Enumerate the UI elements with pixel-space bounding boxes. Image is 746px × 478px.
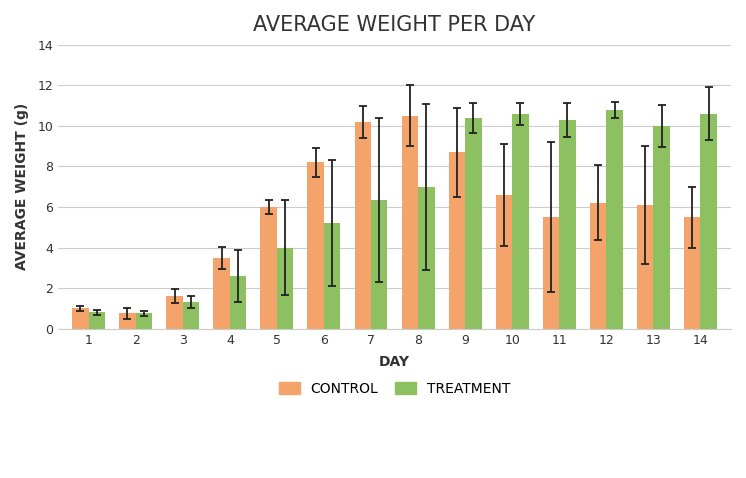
Bar bbox=[606, 110, 623, 329]
Bar bbox=[401, 116, 418, 329]
Bar bbox=[495, 195, 513, 329]
Bar bbox=[465, 118, 482, 329]
Bar bbox=[684, 217, 700, 329]
Bar bbox=[213, 258, 230, 329]
Bar bbox=[277, 248, 293, 329]
Y-axis label: AVERAGE WEIGHT (g): AVERAGE WEIGHT (g) bbox=[15, 103, 29, 271]
Legend: CONTROL, TREATMENT: CONTROL, TREATMENT bbox=[273, 376, 516, 401]
Bar bbox=[72, 308, 89, 329]
Bar bbox=[700, 114, 717, 329]
Bar bbox=[230, 276, 246, 329]
Bar bbox=[653, 126, 670, 329]
Bar bbox=[119, 314, 136, 329]
Bar bbox=[166, 296, 183, 329]
Bar bbox=[543, 217, 560, 329]
Bar bbox=[513, 114, 529, 329]
Bar bbox=[560, 120, 576, 329]
Bar bbox=[260, 207, 277, 329]
Bar bbox=[637, 205, 653, 329]
Bar bbox=[89, 313, 105, 329]
Title: AVERAGE WEIGHT PER DAY: AVERAGE WEIGHT PER DAY bbox=[254, 15, 536, 35]
Bar bbox=[448, 152, 465, 329]
Bar bbox=[371, 200, 387, 329]
Bar bbox=[307, 163, 324, 329]
Bar bbox=[354, 122, 371, 329]
Bar bbox=[418, 187, 434, 329]
Bar bbox=[183, 302, 199, 329]
Bar bbox=[324, 223, 340, 329]
Bar bbox=[136, 314, 152, 329]
Bar bbox=[590, 203, 606, 329]
X-axis label: DAY: DAY bbox=[379, 355, 410, 369]
